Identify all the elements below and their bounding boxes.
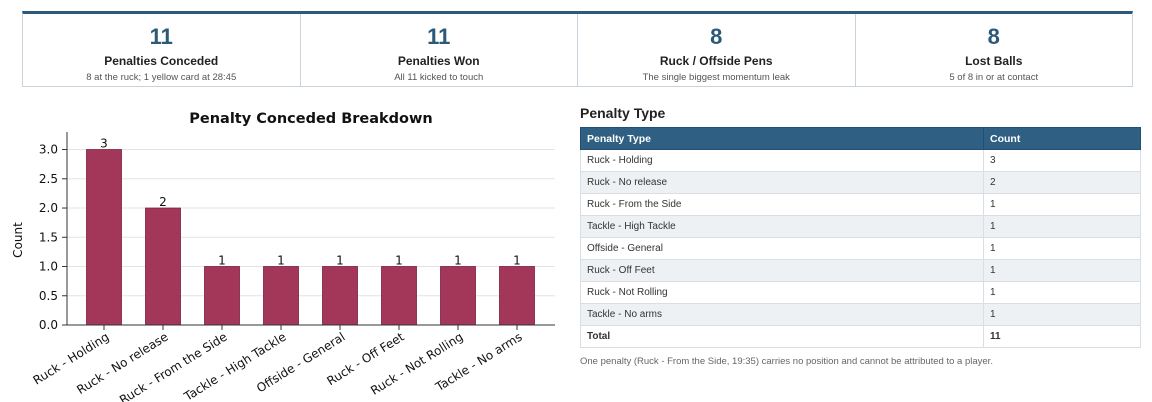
kpi-subtitle: All 11 kicked to touch [394, 72, 484, 83]
kpi-subtitle: 5 of 8 in or at contact [949, 72, 1039, 83]
kpi-card-lost-balls: 8 Lost Balls 5 of 8 in or at contact [856, 14, 1133, 86]
bar-value-label: 1 [336, 254, 344, 268]
header-count: Count [983, 127, 1141, 150]
kpi-subtitle: The single biggest momentum leak [642, 72, 790, 83]
table-row: Ruck - Off Feet 1 [580, 259, 1141, 282]
kpi-value: 8 [710, 24, 723, 49]
cell-count: 1 [983, 259, 1141, 282]
table-row: Tackle - No arms 1 [580, 303, 1141, 326]
kpi-card-penalties-won: 11 Penalties Won All 11 kicked to touch [301, 14, 578, 86]
x-tick-label: Tackle - High Tackle [181, 330, 289, 402]
bar [145, 207, 181, 326]
cell-count: 2 [983, 171, 1141, 194]
table-row: Tackle - High Tackle 1 [580, 215, 1141, 238]
bar [499, 266, 535, 326]
table-header-row: Penalty Type Count [580, 127, 1141, 150]
bar-value-label: 1 [513, 254, 521, 268]
kpi-card-penalties-conceded: 11 Penalties Conceded 8 at the ruck; 1 y… [23, 14, 301, 86]
cell-total-label: Total [580, 325, 984, 348]
cell-total-value: 11 [983, 325, 1141, 348]
penalty-bar-chart: Penalty Conceded Breakdown Count 3 2 1 1 1 1 1… [11, 111, 555, 402]
kpi-row: 11 Penalties Conceded 8 at the ruck; 1 y… [22, 11, 1133, 87]
cell-count: 1 [983, 303, 1141, 326]
cell-penalty-type: Ruck - Off Feet [580, 259, 984, 282]
cell-count: 1 [983, 281, 1141, 304]
table-total-row: Total 11 [580, 325, 1141, 348]
bar-value-label: 1 [454, 254, 462, 268]
kpi-label: Penalties Conceded [104, 54, 219, 68]
bar-value-label: 2 [159, 195, 167, 209]
y-tick-label: 0.5 [39, 289, 58, 303]
y-tick-label: 2.5 [39, 172, 58, 186]
bar [440, 266, 476, 326]
kpi-subtitle: 8 at the ruck; 1 yellow card at 28:45 [86, 72, 237, 83]
table-row: Ruck - No release 2 [580, 171, 1141, 194]
bars: 3 2 1 1 1 1 1 1 [86, 137, 535, 326]
table-row: Ruck - From the Side 1 [580, 193, 1141, 216]
bar-value-label: 1 [218, 254, 226, 268]
kpi-value: 11 [427, 24, 451, 49]
kpi-value: 11 [149, 24, 173, 49]
table-footnote: One penalty (Ruck - From the Side, 19:35… [580, 356, 993, 367]
bar-value-label: 3 [100, 137, 108, 151]
table-row: Offside - General 1 [580, 237, 1141, 260]
header-penalty-type: Penalty Type [580, 127, 984, 150]
bar-value-label: 1 [277, 254, 285, 268]
bar [204, 266, 240, 326]
cell-penalty-type: Ruck - No release [580, 171, 984, 194]
penalty-type-table: Penalty Type Count Ruck - Holding 3 Ruck… [580, 127, 1141, 348]
bar [86, 149, 122, 326]
bar [322, 266, 358, 326]
table-row: Ruck - Holding 3 [580, 149, 1141, 172]
kpi-label: Ruck / Offside Pens [659, 54, 773, 68]
cell-count: 1 [983, 237, 1141, 260]
kpi-value: 8 [987, 24, 1000, 49]
cell-count: 1 [983, 215, 1141, 238]
cell-penalty-type: Offside - General [580, 237, 984, 260]
cell-penalty-type: Ruck - Not Rolling [580, 281, 984, 304]
table-title: Penalty Type [580, 105, 666, 121]
kpi-card-ruck-offside-pens: 8 Ruck / Offside Pens The single biggest… [578, 14, 856, 86]
y-tick-label: 3.0 [39, 143, 58, 157]
table-row: Ruck - Not Rolling 1 [580, 281, 1141, 304]
y-tick-label: 1.0 [39, 260, 58, 274]
y-tick-label: 2.0 [39, 201, 58, 215]
cell-count: 1 [983, 193, 1141, 216]
bar [263, 266, 299, 326]
y-tick-label: 1.5 [39, 230, 58, 244]
bar-value-label: 1 [395, 254, 403, 268]
grid-lines [67, 149, 555, 326]
cell-count: 3 [983, 149, 1141, 172]
kpi-label: Lost Balls [965, 54, 1023, 68]
cell-penalty-type: Ruck - From the Side [580, 193, 984, 216]
x-tick-label: Ruck - From the Side [117, 330, 230, 402]
kpi-label: Penalties Won [397, 54, 480, 68]
y-tick-label: 0.0 [39, 318, 58, 332]
cell-penalty-type: Ruck - Holding [580, 149, 984, 172]
y-axis-label: Count [11, 222, 25, 258]
cell-penalty-type: Tackle - No arms [580, 303, 984, 326]
bar [381, 266, 417, 326]
chart-title: Penalty Conceded Breakdown [189, 111, 433, 127]
cell-penalty-type: Tackle - High Tackle [580, 215, 984, 238]
